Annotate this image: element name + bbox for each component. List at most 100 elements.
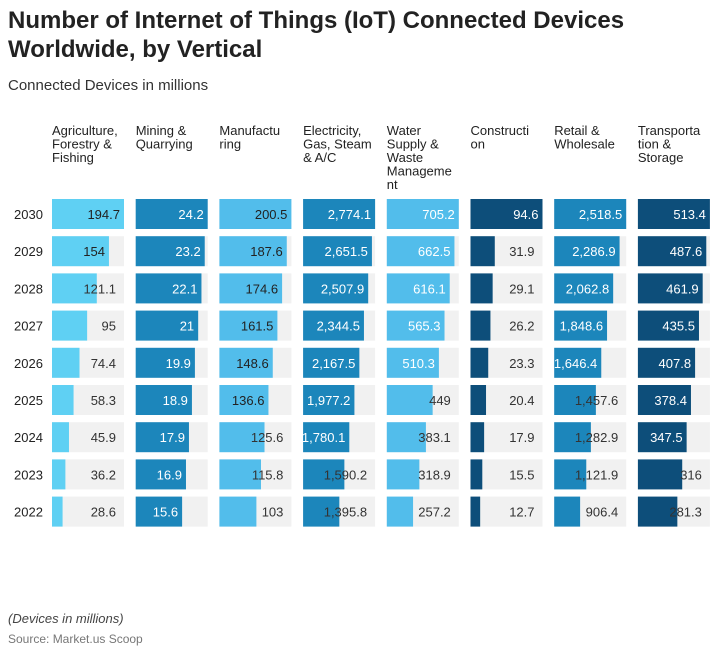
data-label: 281.3	[669, 505, 702, 520]
data-label: 136.6	[232, 393, 265, 408]
data-label: 154	[83, 244, 105, 259]
data-label: 15.6	[153, 505, 178, 520]
data-bar	[470, 496, 481, 527]
data-bar	[303, 310, 364, 341]
data-label: 161.5	[241, 319, 274, 334]
data-label: 513.4	[673, 207, 706, 222]
data-bar	[219, 496, 257, 527]
data-bar	[135, 310, 199, 341]
data-bar	[219, 459, 261, 490]
data-label: 200.5	[255, 207, 288, 222]
data-label: 510.3	[402, 356, 435, 371]
data-bar	[135, 199, 208, 229]
data-label: 15.5	[509, 467, 534, 482]
year-label: 2024	[14, 430, 43, 445]
data-bar	[135, 496, 183, 527]
data-label: 662.5	[418, 244, 451, 259]
data-bar	[470, 199, 543, 229]
data-bar	[637, 459, 683, 490]
data-label: 2,518.5	[579, 207, 622, 222]
data-bar	[135, 385, 192, 415]
data-label: 449	[429, 393, 451, 408]
column-header: Agriculture, Forestry & Fishing	[52, 123, 118, 165]
data-label: 18.9	[163, 393, 188, 408]
data-bar	[303, 459, 345, 490]
data-bar	[554, 459, 587, 490]
data-bar	[303, 496, 340, 527]
data-bar	[303, 199, 376, 229]
data-label: 1,977.2	[307, 393, 350, 408]
data-label: 12.7	[509, 505, 534, 520]
data-bar	[637, 273, 703, 304]
year-label: 2030	[14, 207, 43, 222]
data-label: 435.5	[662, 319, 695, 334]
data-label: 1,780.1	[302, 430, 345, 445]
data-label: 174.6	[246, 281, 279, 296]
column-header: Manufactu ring	[219, 123, 280, 152]
data-label: 26.2	[509, 319, 534, 334]
data-bar	[52, 496, 63, 527]
data-bar	[303, 347, 360, 378]
data-label: 121.1	[83, 281, 116, 296]
data-bar	[554, 496, 581, 527]
data-label: 906.4	[586, 505, 619, 520]
data-bar	[52, 236, 109, 267]
data-label: 28.6	[91, 505, 116, 520]
data-label: 2,651.5	[325, 244, 368, 259]
data-bar	[52, 459, 66, 490]
year-label: 2023	[14, 467, 43, 482]
data-bar	[386, 199, 459, 229]
data-bar	[470, 310, 491, 341]
year-label: 2028	[14, 281, 43, 296]
data-label: 565.3	[408, 319, 441, 334]
data-bar	[219, 236, 287, 267]
data-label: 19.9	[166, 356, 191, 371]
data-label: 378.4	[654, 393, 687, 408]
data-bar	[637, 347, 696, 378]
data-label: 705.2	[422, 207, 455, 222]
data-label: 115.8	[252, 467, 284, 482]
year-label: 2026	[14, 356, 43, 371]
data-label: 29.1	[509, 281, 534, 296]
data-bar	[470, 459, 483, 490]
column-header: Transporta tion & Storage	[638, 123, 701, 165]
data-bar	[52, 310, 88, 341]
column-header: Mining & Quarrying	[136, 123, 193, 152]
data-bar	[554, 273, 614, 304]
data-label: 2,344.5	[317, 319, 360, 334]
data-bar	[386, 385, 433, 415]
data-label: 1,282.9	[575, 430, 618, 445]
data-bar	[637, 385, 691, 415]
data-bar	[135, 459, 186, 490]
year-label: 2027	[14, 319, 43, 334]
data-bar	[52, 422, 69, 453]
data-label: 74.4	[91, 356, 116, 371]
data-bar	[554, 347, 602, 378]
data-label: 318.9	[418, 467, 451, 482]
data-bar	[303, 422, 350, 453]
data-label: 45.9	[91, 430, 116, 445]
data-label: 2,286.9	[572, 244, 615, 259]
data-bar	[386, 496, 414, 527]
data-label: 58.3	[91, 393, 116, 408]
cell-track	[52, 496, 124, 527]
data-label: 23.3	[509, 356, 534, 371]
data-bar	[554, 199, 627, 229]
data-bar	[386, 422, 426, 453]
data-label: 2,507.9	[321, 281, 364, 296]
data-label: 383.1	[418, 430, 451, 445]
data-label: 148.6	[236, 356, 269, 371]
data-label: 17.9	[509, 430, 534, 445]
data-label: 1,121.9	[575, 467, 618, 482]
data-bar	[386, 459, 420, 490]
data-bar	[554, 422, 591, 453]
data-label: 461.9	[666, 281, 699, 296]
data-bar	[470, 422, 485, 453]
year-label: 2022	[14, 505, 43, 520]
data-label: 20.4	[509, 393, 534, 408]
data-bar	[135, 347, 195, 378]
data-label: 1,457.6	[575, 393, 618, 408]
data-label: 21	[180, 319, 194, 334]
data-label: 17.9	[160, 430, 185, 445]
data-bar	[637, 310, 699, 341]
